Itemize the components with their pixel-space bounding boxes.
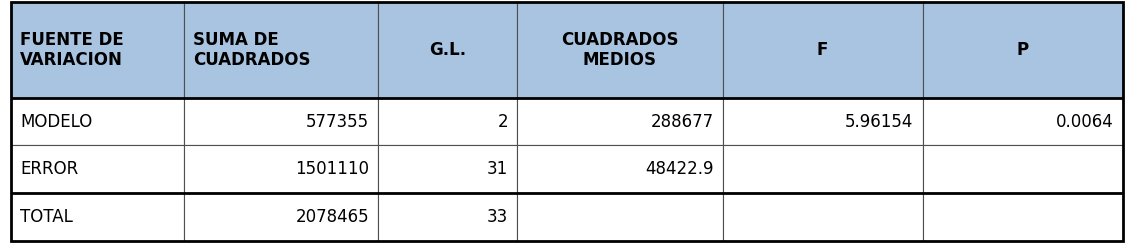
Text: SUMA DE
CUADRADOS: SUMA DE CUADRADOS <box>193 31 311 69</box>
Bar <box>11 2 184 98</box>
Bar <box>184 145 378 193</box>
Bar <box>722 193 923 241</box>
Text: FUENTE DE
VARIACION: FUENTE DE VARIACION <box>20 31 124 69</box>
Text: G.L.: G.L. <box>429 41 466 59</box>
Text: P: P <box>1016 41 1029 59</box>
Text: 0.0064: 0.0064 <box>1056 113 1114 130</box>
Bar <box>923 193 1123 241</box>
Text: 577355: 577355 <box>306 113 369 130</box>
Bar <box>11 98 184 145</box>
Bar <box>722 2 923 98</box>
Text: 288677: 288677 <box>651 113 713 130</box>
Bar <box>517 98 722 145</box>
Bar <box>378 2 517 98</box>
Text: MODELO: MODELO <box>20 113 93 130</box>
Bar <box>11 193 184 241</box>
Text: 1501110: 1501110 <box>295 160 369 178</box>
Text: CUADRADOS
MEDIOS: CUADRADOS MEDIOS <box>561 31 678 69</box>
Text: 2078465: 2078465 <box>295 208 369 226</box>
Bar <box>378 98 517 145</box>
Text: F: F <box>816 41 828 59</box>
Text: TOTAL: TOTAL <box>20 208 74 226</box>
Bar <box>11 145 184 193</box>
Bar <box>923 98 1123 145</box>
Text: 5.96154: 5.96154 <box>845 113 914 130</box>
Bar <box>517 145 722 193</box>
Text: 31: 31 <box>486 160 508 178</box>
Bar <box>184 2 378 98</box>
Bar <box>722 98 923 145</box>
Bar <box>184 98 378 145</box>
Bar <box>722 145 923 193</box>
Bar <box>923 2 1123 98</box>
Bar <box>923 145 1123 193</box>
Bar <box>378 193 517 241</box>
Bar <box>517 2 722 98</box>
Text: 48422.9: 48422.9 <box>645 160 713 178</box>
Text: 33: 33 <box>486 208 508 226</box>
Bar <box>517 193 722 241</box>
Text: ERROR: ERROR <box>20 160 78 178</box>
Bar <box>378 145 517 193</box>
Text: 2: 2 <box>498 113 508 130</box>
Bar <box>184 193 378 241</box>
